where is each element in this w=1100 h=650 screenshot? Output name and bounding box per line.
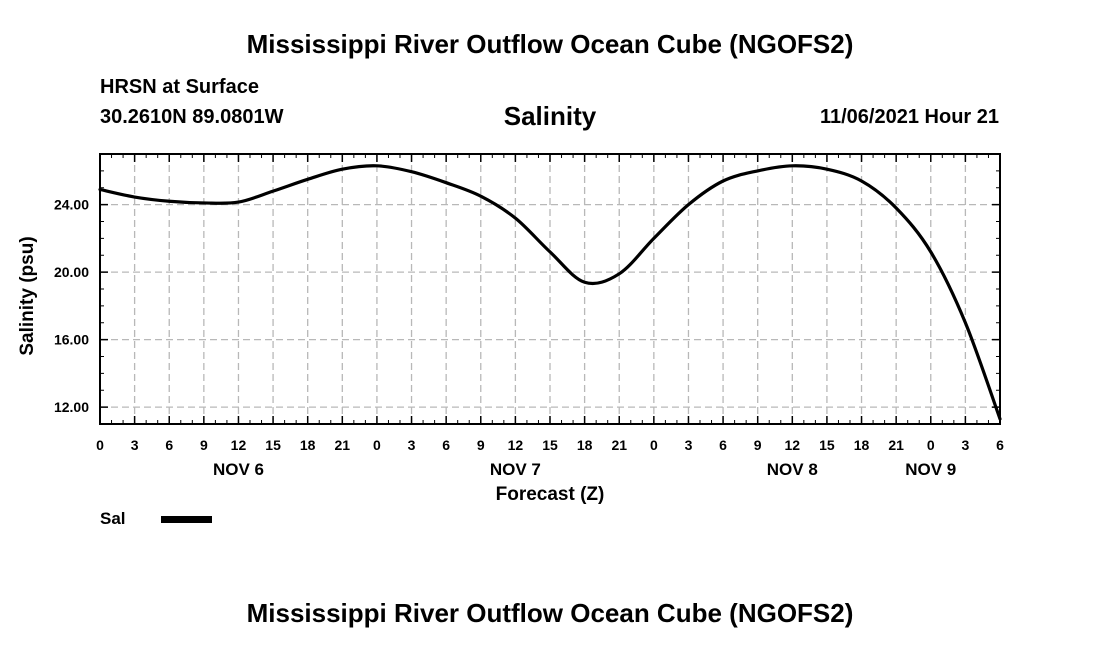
x-tick-label: 12: [508, 437, 524, 453]
station-coordinates: 30.2610N 89.0801W: [100, 106, 284, 128]
x-tick-label: 6: [165, 437, 173, 453]
x-tick-label: 9: [477, 437, 485, 453]
x-tick-label: 3: [685, 437, 693, 453]
series-layer: [98, 164, 1002, 421]
x-tick-label: 15: [542, 437, 558, 453]
y-tick-label: 24.00: [54, 197, 89, 213]
x-tick-label: 3: [408, 437, 416, 453]
x-tick-label: 18: [300, 437, 316, 453]
legend-label: Sal: [100, 509, 126, 528]
x-tick-label: 0: [927, 437, 935, 453]
axis-labels: 0 3 6 9 12 15 18 21 0 3 6 9 12 15 18 21 0 3 6 9 12 15 18 21 0 3 6 N…: [54, 197, 1004, 479]
grid-lines: [100, 154, 1000, 424]
x-tick-label: 21: [888, 437, 904, 453]
forecast-datetime: 11/06/2021 Hour 21: [819, 106, 999, 128]
date-label: NOV 6: [213, 460, 264, 479]
x-axis-title: Forecast (Z): [496, 484, 605, 505]
x-tick-label: 12: [785, 437, 801, 453]
x-tick-label: 15: [819, 437, 835, 453]
axis-ticks: [99, 153, 1001, 425]
x-tick-label: 21: [335, 437, 351, 453]
x-tick-label: 0: [650, 437, 658, 453]
x-tick-label: 21: [611, 437, 627, 453]
main-title: Mississippi River Outflow Ocean Cube (NG…: [246, 29, 854, 59]
x-tick-label: 15: [265, 437, 281, 453]
y-tick-label: 12.00: [54, 399, 89, 415]
x-tick-label: 18: [577, 437, 593, 453]
footer-title: Mississippi River Outflow Ocean Cube (NG…: [246, 598, 854, 628]
x-tick-label: 3: [131, 437, 139, 453]
x-tick-label: 6: [442, 437, 450, 453]
x-tick-label: 12: [231, 437, 247, 453]
x-tick-label: 6: [996, 437, 1004, 453]
legend-swatch: [161, 516, 212, 523]
x-tick-label: 6: [719, 437, 727, 453]
x-tick-label: 0: [96, 437, 104, 453]
date-label: NOV 9: [905, 460, 956, 479]
date-label: NOV 7: [490, 460, 541, 479]
station-label: HRSN at Surface: [100, 76, 259, 98]
date-label: NOV 8: [767, 460, 818, 479]
chart-subtitle: Salinity: [503, 101, 597, 131]
y-tick-label: 16.00: [54, 332, 89, 348]
x-tick-label: 0: [373, 437, 381, 453]
y-axis-title: Salinity (psu): [17, 236, 38, 355]
x-tick-label: 9: [754, 437, 762, 453]
x-tick-label: 9: [200, 437, 208, 453]
y-tick-label: 20.00: [54, 264, 89, 280]
x-tick-label: 3: [961, 437, 969, 453]
series-line-sal: [98, 164, 1002, 421]
x-tick-label: 18: [854, 437, 870, 453]
